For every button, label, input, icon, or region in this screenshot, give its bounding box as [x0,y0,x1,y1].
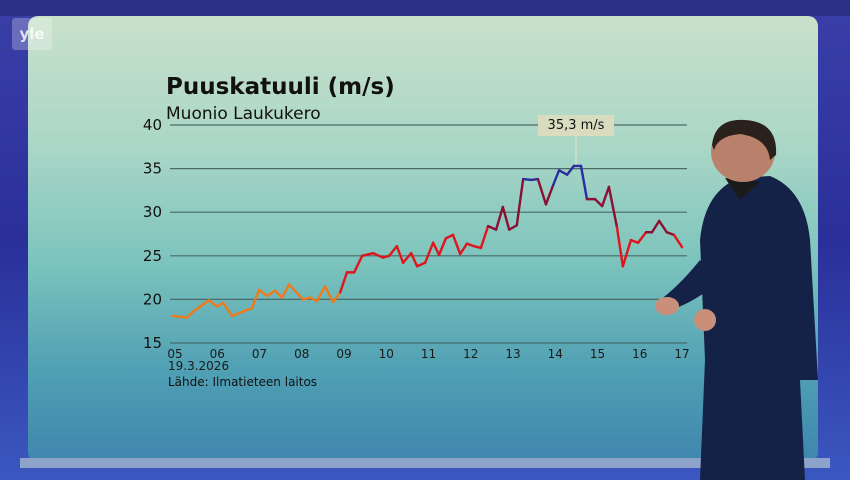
series-segment [551,169,561,187]
series-segment [315,285,327,303]
screen-frame [20,458,830,468]
series-segment [423,241,435,264]
x-tick-label: 15 [590,347,605,361]
series-segment [437,237,448,257]
series-segment [331,291,342,304]
x-tick-label: 06 [210,347,225,361]
series-segment [401,251,413,264]
series-segment [521,177,533,182]
series-segment [191,299,211,313]
series-segment [241,306,254,313]
series-segment [465,242,476,248]
x-tick-label: 16 [632,347,647,361]
series-segment [479,224,490,250]
series-segment [600,185,611,208]
series-segment [409,251,419,268]
series-segment [544,183,555,206]
series-segment [665,231,676,237]
x-tick-label: 17 [674,347,689,361]
series-segment [579,164,589,201]
series-segment [494,205,505,231]
series-segment [536,177,548,206]
series-segment [287,283,305,301]
series-segment [501,205,511,231]
series-segment [371,251,385,259]
y-tick-label: 30 [143,203,162,221]
series-segment [352,254,364,274]
series-segment [395,245,405,264]
series-segment [451,233,462,256]
series-segment [629,238,640,244]
x-tick-label: 08 [294,347,309,361]
series-segment [215,301,225,308]
x-tick-label: 07 [252,347,267,361]
series-segment [507,224,519,231]
series-segment [265,289,277,298]
y-tick-label: 25 [143,247,162,265]
series-segment [273,289,284,299]
chart-screen [28,16,818,462]
series-segment [650,219,661,234]
series-segment [593,197,604,208]
y-tick-label: 40 [143,116,162,134]
series-segment [301,296,312,301]
series-segment [221,301,234,318]
max-value-annotation: 35,3 m/s [538,115,614,136]
studio-background [0,0,850,16]
series-segment [338,271,349,294]
series-segment [185,310,195,319]
y-tick-label: 20 [143,290,162,308]
series-segment [672,233,684,249]
series-segment [207,299,219,308]
x-tick-label: 14 [548,347,563,361]
presenter [655,119,818,480]
series-segment [636,231,648,244]
x-tick-label: 11 [421,347,436,361]
date-label: 19.3.2026 [168,359,230,373]
series-segment [257,288,269,298]
series-segment [170,314,182,319]
series-segment [280,283,291,299]
series-segment [565,164,576,176]
series-segment [657,219,668,234]
series-segment [607,185,619,229]
source-label: Lähde: Ilmatieteen laitos [168,375,318,389]
chart-title: Puuskatuuli (m/s) [166,74,395,100]
series-segment [323,285,335,304]
chart-subtitle: Muonio Laukukero [166,104,321,124]
x-tick-label: 10 [379,347,394,361]
series-segment [486,224,498,231]
series-segment [230,310,245,318]
series-segment [388,245,399,258]
x-tick-label: 05 [167,347,182,361]
series-segment [415,261,427,268]
series-segment [621,238,633,268]
series-segment [458,242,469,256]
yle-logo: yle [12,18,52,50]
y-tick-label: 15 [143,334,162,352]
x-tick-label: 13 [505,347,520,361]
series-segment [431,241,441,257]
series-segment [515,177,525,227]
series-segment [615,225,625,268]
series-segment [309,296,319,303]
series-segment [250,288,261,310]
series-segment [444,233,455,240]
x-tick-label: 09 [336,347,351,361]
x-tick-label: 12 [463,347,478,361]
y-tick-label: 35 [143,160,162,178]
series-segment [360,251,375,258]
series-segment [557,169,569,176]
